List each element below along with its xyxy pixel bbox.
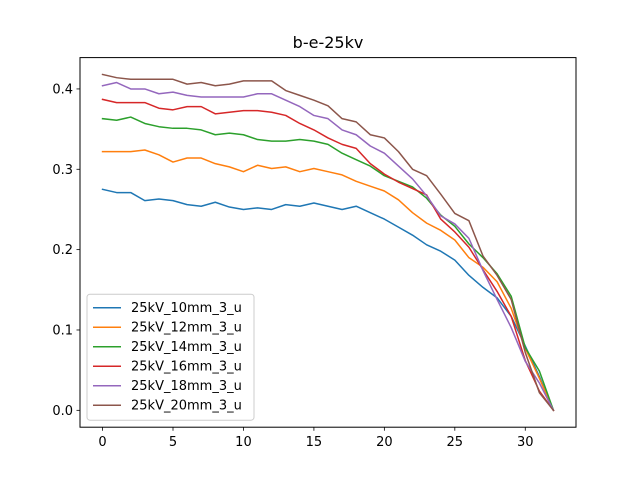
plot-frame [79,57,577,428]
x-tick-label: 10 [235,435,252,450]
series-line-1 [101,149,555,412]
legend-label: 25kV_10mm_3_u [131,301,242,316]
series-line-4 [101,81,555,412]
chart-title: b-e-25kv [293,33,364,52]
y-tick-label: 0.2 [52,243,73,258]
legend: 25kV_10mm_3_u 25kV_12mm_3_u 25kV_14mm_3_u 2… [86,293,255,421]
legend-label: 25kV_12mm_3_u [131,321,242,336]
x-tick-label: 20 [376,435,393,450]
series-line-3 [101,98,555,412]
legend-label: 25kV_16mm_3_u [131,360,242,375]
x-tick-label: 15 [306,435,323,450]
x-tick-label: 30 [517,435,534,450]
series-line-0 [101,188,555,412]
y-tick-label: 0.1 [52,323,73,338]
plot-lines [101,73,555,412]
series-line-2 [101,116,555,412]
legend-label: 25kV_20mm_3_u [131,399,242,414]
y-tick-label: 0.3 [52,163,73,178]
y-tick-label: 0.4 [52,82,73,97]
series-line-5 [101,73,555,412]
y-tick-label: 0.0 [52,404,73,419]
x-axis: 0 5 10 15 20 25 30 [98,427,534,450]
y-axis: 0.0 0.1 0.2 0.3 0.4 [52,82,80,419]
x-tick-label: 0 [98,435,106,450]
x-tick-label: 25 [447,435,464,450]
legend-label: 25kV_18mm_3_u [131,379,242,394]
legend-label: 25kV_14mm_3_u [131,340,242,355]
x-tick-label: 5 [169,435,177,450]
legend-box [86,293,255,421]
